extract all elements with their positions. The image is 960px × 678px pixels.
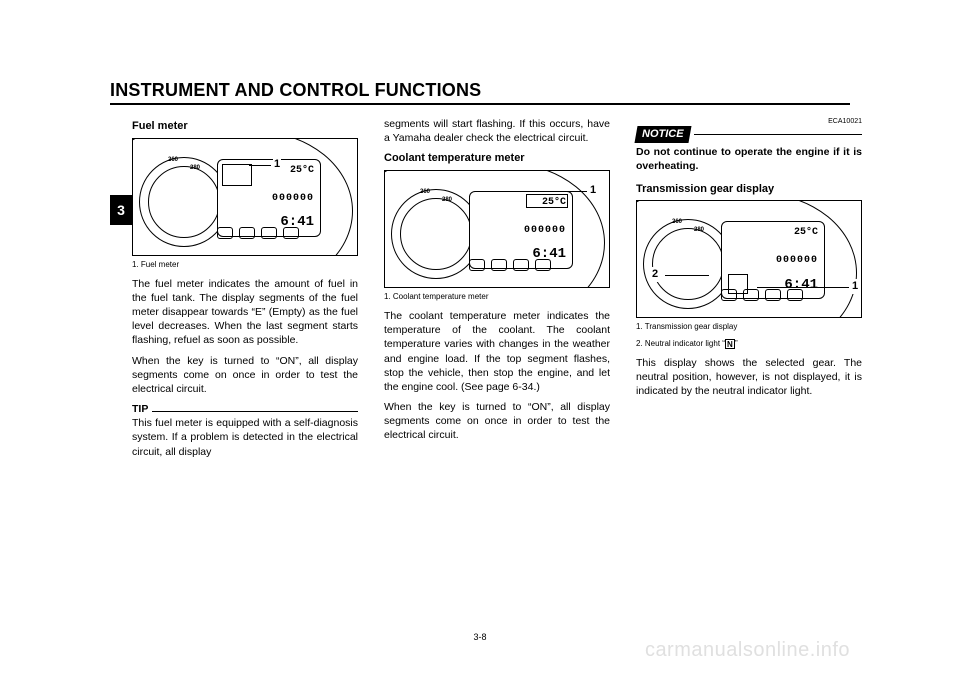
cluster-button [787,289,803,301]
watermark: carmanualsonline.info [645,639,850,662]
body-text: The coolant temperature meter indicates … [384,309,610,394]
coolant-figure: 3 260 280 20 25°C 000000 6:41 [384,170,610,288]
leader-line [757,287,849,288]
button-row [469,259,551,271]
neutral-icon: N [725,339,735,349]
caption2-c: ” [735,339,738,348]
leader-line [665,275,709,276]
tach-gauge: 3 260 280 20 [391,189,481,279]
section-title: INSTRUMENT AND CONTROL FUNCTIONS [110,80,850,105]
lcd-temp: 25°C [794,226,818,240]
transmission-heading: Transmission gear display [636,182,862,197]
coolant-heading: Coolant temperature meter [384,151,610,166]
figure-caption: 1. Fuel meter [132,260,358,271]
caption2-a: 2. Neutral indicator light “ [636,339,725,348]
gauge-num: 280 [442,196,452,204]
lcd-odo: 000000 [776,254,818,268]
body-text: The fuel meter indicates the amount of f… [132,277,358,348]
tip-rule [152,411,358,412]
content-columns: Fuel meter 3 260 280 20 25°C 000000 6:41 [110,117,850,459]
tach-gauge: 3 260 280 20 [139,157,229,247]
lcd-panel: 25°C 000000 6:41 [469,191,573,269]
cluster-button [469,259,485,271]
body-text: This display shows the selected gear. Th… [636,356,862,399]
button-row [217,227,299,239]
body-text: When the key is turned to “ON”, all disp… [384,400,610,443]
gauge-num: 20 [132,224,133,232]
tip-body: This fuel meter is equipped with a self-… [132,416,358,459]
tach-gauge: 3 260 280 20 [643,219,733,309]
transmission-figure: 3 260 280 20 25°C 000000 6:41 [636,200,862,318]
coolant-highlight [526,194,568,208]
callout-1: 1 [589,183,597,198]
gauge-num: 20 [636,286,637,294]
notice-label-text: NOTICE [642,127,684,142]
leader-line [249,165,271,166]
gauge-num: 20 [384,256,385,264]
gear-highlight [728,274,748,294]
fuel-meter-figure: 3 260 280 20 25°C 000000 6:41 [132,138,358,256]
tip-header: TIP [132,402,358,416]
chapter-tab: 3 [110,195,132,225]
column-3: ECA10021 NOTICE Do not continue to opera… [636,117,862,459]
callout-1: 1 [273,157,281,172]
gauge-num: 260 [168,156,178,164]
column-2: segments will start flashing. If this oc… [384,117,610,459]
callout-2: 2 [651,267,659,282]
gauge-num: 280 [190,164,200,172]
figure-caption-2: 2. Neutral indicator light “N” [636,339,862,350]
lcd-odo: 000000 [272,192,314,206]
tip-label: TIP [132,402,148,416]
cluster-button [283,227,299,239]
lcd-temp: 25°C [290,164,314,178]
manual-page: INSTRUMENT AND CONTROL FUNCTIONS 3 Fuel … [0,0,960,678]
cluster-button [217,227,233,239]
fuel-gauge-highlight [222,164,252,186]
gauge-num: 280 [694,226,704,234]
gauge-num: 260 [672,218,682,226]
callout-1: 1 [851,279,859,294]
figure-caption: 1. Coolant temperature meter [384,292,610,303]
body-text: segments will start flashing. If this oc… [384,117,610,145]
cluster-button [491,259,507,271]
column-1: Fuel meter 3 260 280 20 25°C 000000 6:41 [132,117,358,459]
fuel-meter-heading: Fuel meter [132,119,358,134]
cluster-button [535,259,551,271]
notice-body: Do not continue to operate the engine if… [636,145,862,173]
cluster-button [765,289,781,301]
gauge-num: 260 [420,188,430,196]
figure-caption: 1. Transmission gear display [636,322,862,333]
notice-label: NOTICE [635,126,692,143]
cluster-button [513,259,529,271]
cluster-button [261,227,277,239]
body-text: When the key is turned to “ON”, all disp… [132,354,358,397]
notice-rule [694,134,862,135]
lcd-odo: 000000 [524,224,566,238]
leader-line [563,191,587,192]
cluster-button [239,227,255,239]
lcd-panel: 25°C 000000 6:41 [217,159,321,237]
